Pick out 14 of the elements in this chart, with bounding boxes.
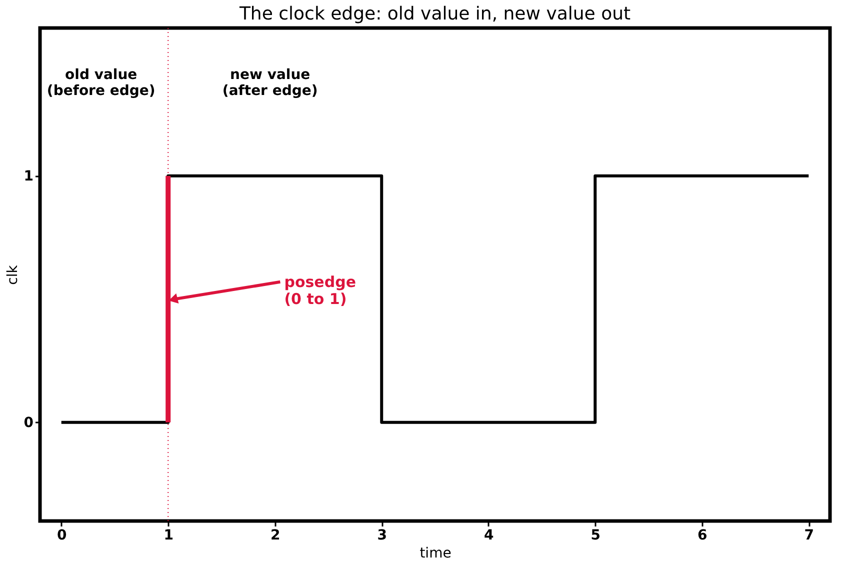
annotation: new value (after edge) <box>222 67 318 99</box>
x-tick-label: 4 <box>484 528 494 544</box>
x-axis-title: time <box>420 546 452 562</box>
x-tick-label: 3 <box>377 528 387 544</box>
x-tick-label: 5 <box>590 528 601 544</box>
y-axis-title: clk <box>4 264 21 285</box>
chart-title: The clock edge: old value in, new value out <box>238 4 631 24</box>
x-tick-label: 7 <box>804 528 814 544</box>
annotation: old value (before edge) <box>46 67 156 99</box>
x-tick-label: 1 <box>164 528 174 544</box>
annotation: posedge (0 to 1) <box>284 272 356 308</box>
x-tick-label: 2 <box>270 528 280 544</box>
x-tick-label: 6 <box>698 528 708 544</box>
x-tick-label: 0 <box>56 528 67 544</box>
